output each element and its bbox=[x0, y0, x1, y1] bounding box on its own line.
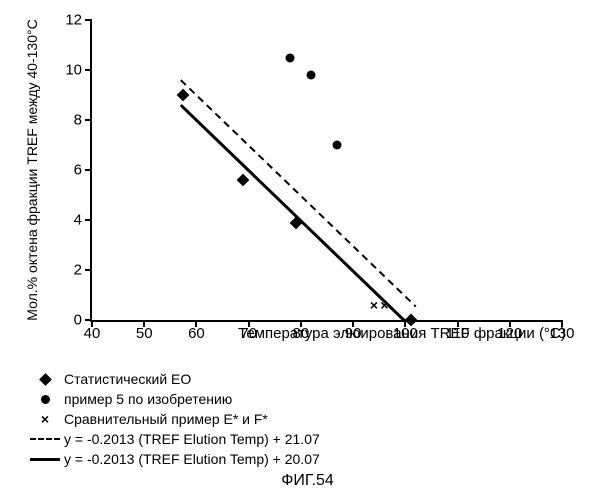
solid-line-icon bbox=[30, 458, 60, 461]
figure-caption: ФИГ.54 bbox=[0, 472, 615, 490]
legend-row-example5: пример 5 по изобретению bbox=[28, 390, 320, 409]
legend-row-dash: y = -0.2013 (TREF Elution Temp) + 21.07 bbox=[28, 430, 320, 449]
legend-row-stat-eo: Статистический ЕО bbox=[28, 370, 320, 389]
legend-row-solid: y = -0.2013 (TREF Elution Temp) + 20.07 bbox=[28, 450, 320, 469]
x-tick-label: 60 bbox=[188, 325, 205, 342]
legend-label-example5: пример 5 по изобретению bbox=[64, 390, 232, 409]
y-tick-label: 6 bbox=[74, 162, 82, 179]
legend-label-comp-ef: Сравнительный пример E* и F* bbox=[64, 410, 268, 429]
data-point bbox=[286, 53, 295, 62]
data-point: × bbox=[380, 298, 388, 312]
legend-label-solid: y = -0.2013 (TREF Elution Temp) + 20.07 bbox=[64, 450, 320, 469]
y-tick bbox=[85, 269, 92, 271]
plot-area: Мол.% октена фракции TREF между 40-130°C… bbox=[90, 20, 562, 322]
x-axis-label-text: Температура элюирования TREF фракции (°C… bbox=[238, 325, 566, 342]
x-tick-label: 50 bbox=[136, 325, 153, 342]
y-tick-label: 10 bbox=[65, 62, 82, 79]
y-tick-label: 4 bbox=[74, 212, 82, 229]
y-tick bbox=[85, 169, 92, 171]
y-tick-label: 12 bbox=[65, 12, 82, 29]
y-tick-label: 2 bbox=[74, 262, 82, 279]
trend-line-dash bbox=[181, 80, 416, 306]
trend-line-solid bbox=[181, 105, 406, 321]
figure-container: Мол.% октена фракции TREF между 40-130°C… bbox=[0, 0, 615, 500]
cross-icon: × bbox=[41, 410, 49, 429]
legend: Статистический ЕО пример 5 по изобретени… bbox=[28, 370, 320, 469]
legend-row-comp-ef: × Сравнительный пример E* и F* bbox=[28, 410, 320, 429]
lines-layer bbox=[92, 20, 562, 320]
legend-label-stat-eo: Статистический ЕО bbox=[64, 370, 191, 389]
circle-icon bbox=[41, 395, 50, 404]
legend-label-dash: y = -0.2013 (TREF Elution Temp) + 21.07 bbox=[64, 430, 320, 449]
y-axis-label: Мол.% октена фракции TREF между 40-130°C bbox=[24, 19, 40, 320]
dashed-line-icon bbox=[30, 438, 60, 440]
x-tick-label: 40 bbox=[84, 325, 101, 342]
y-tick bbox=[85, 19, 92, 21]
data-point bbox=[333, 141, 342, 150]
y-tick bbox=[85, 219, 92, 221]
y-tick bbox=[85, 119, 92, 121]
x-axis-label: Температура элюирования TREF фракции (°C… bbox=[238, 325, 566, 342]
data-point: × bbox=[370, 298, 378, 312]
y-tick bbox=[85, 319, 92, 321]
diamond-icon bbox=[39, 373, 52, 386]
y-tick bbox=[85, 69, 92, 71]
y-tick-label: 8 bbox=[74, 112, 82, 129]
data-point bbox=[307, 71, 316, 80]
y-tick-label: 0 bbox=[74, 312, 82, 329]
